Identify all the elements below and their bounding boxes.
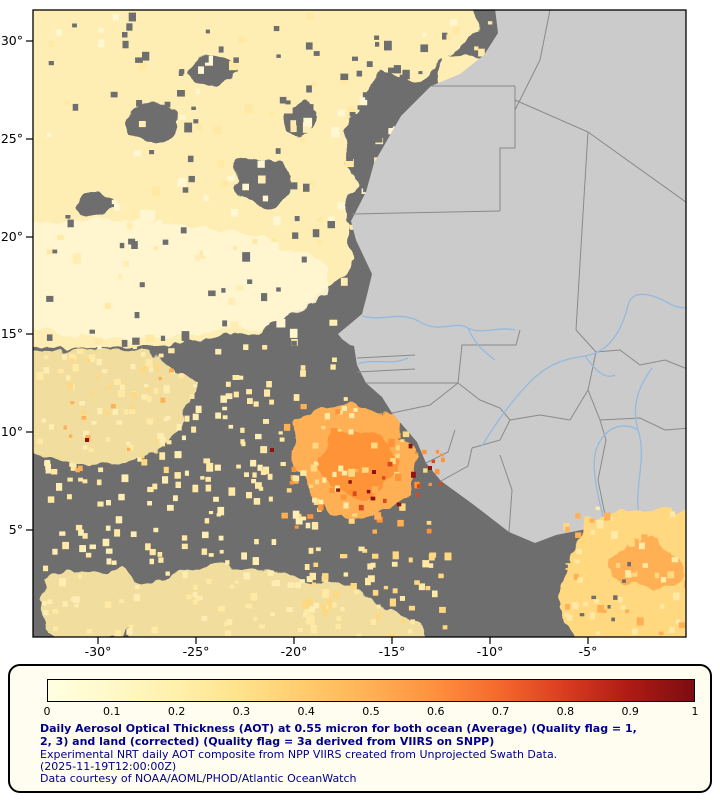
map-canvas: 30° 25° 20° 15° 10° 5° -30° -25° -20° -15° -10° -5…	[1, 9, 687, 659]
x-axis-tick-label: -15°	[379, 644, 406, 659]
rivers	[357, 293, 686, 523]
legend-timestamp: (2025-11-19T12:00:00Z)	[40, 760, 177, 773]
aerosol-speckle-overland	[415, 449, 686, 637]
y-axis-tick-label: 10°	[1, 424, 23, 439]
y-axis-tick-label: 20°	[1, 229, 23, 244]
longitude-axis: -30° -25° -20° -15° -10° -5°	[85, 637, 598, 659]
plot-area	[33, 10, 686, 637]
colorbar	[47, 679, 695, 702]
colorbar-tick-label: 0.2	[167, 705, 186, 718]
colorbar-tick-label: 0.3	[232, 705, 251, 718]
colorbar-tick-label: 0.9	[621, 705, 639, 718]
x-axis-tick-label: -5°	[579, 644, 598, 659]
legend-credit: Data courtesy of NOAA/AOML/PHOD/Atlantic…	[40, 772, 357, 785]
legend-caption-line1: Daily Aerosol Optical Thickness (AOT) at…	[40, 722, 637, 735]
colorbar-tick-label: 0.1	[103, 705, 121, 718]
colorbar-tick-label: 0.8	[556, 705, 575, 718]
colorbar-tick-label: 1	[691, 705, 699, 718]
country-borders	[351, 10, 686, 533]
legend-caption-line2: 2, 3) and land (corrected) (Quality flag…	[40, 735, 495, 748]
colorbar-tick-labels: 0 0.1 0.2 0.3 0.4 0.5 0.6 0.7 0.8 0.9 1	[43, 705, 699, 718]
colorbar-tick-label: 0.4	[297, 705, 315, 718]
y-axis-tick-label: 15°	[1, 326, 23, 341]
colorbar-tick-label: 0	[43, 705, 51, 718]
x-axis-tick-label: -20°	[281, 644, 308, 659]
colorbar-tick-label: 0.6	[427, 705, 445, 718]
y-axis-tick-label: 5°	[9, 522, 23, 537]
y-axis-tick-label: 25°	[1, 131, 23, 146]
legend-description: Experimental NRT daily AOT composite fro…	[40, 748, 558, 761]
colorbar-tick-label: 0.5	[362, 705, 380, 718]
colorbar-tick-label: 0.7	[491, 705, 510, 718]
legend-box: 0 0.1 0.2 0.3 0.4 0.5 0.6 0.7 0.8 0.9 1 Daily Aero…	[8, 664, 712, 793]
x-axis-tick-label: -10°	[477, 644, 504, 659]
map-frame	[32, 9, 687, 638]
y-axis-tick-label: 30°	[1, 33, 23, 48]
x-axis-tick-label: -30°	[85, 644, 112, 659]
x-axis-tick-label: -25°	[183, 644, 210, 659]
land-layer	[338, 10, 686, 543]
latitude-axis: 30° 25° 20° 15° 10° 5°	[1, 33, 33, 537]
